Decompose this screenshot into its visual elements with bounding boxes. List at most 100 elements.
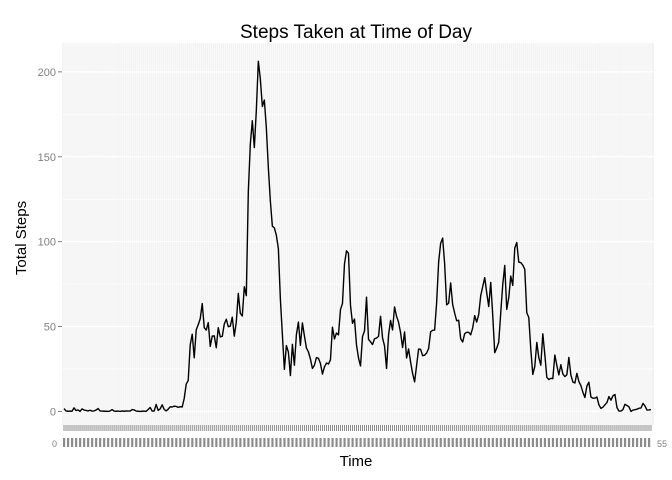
x-tick-label-glyph xyxy=(623,438,627,447)
x-tick-label-glyph xyxy=(279,438,282,447)
x-tick-label-glyph xyxy=(111,438,114,447)
x-tick-label-glyph xyxy=(539,438,543,447)
x-tick-label-glyph xyxy=(247,438,250,447)
x-tick-label-glyph xyxy=(431,438,434,447)
x-tick-label-glyph xyxy=(499,438,502,447)
x-tick-label-glyph xyxy=(591,438,595,447)
x-tick-label-glyph xyxy=(227,438,230,447)
x-tick-label-glyph xyxy=(467,438,470,447)
y-tick-label: 100 xyxy=(38,237,56,249)
x-tick-label-glyph xyxy=(571,438,575,447)
x-tick-label-glyph xyxy=(79,438,82,447)
x-tick-label-glyph xyxy=(479,438,482,447)
x-tick-label-glyph xyxy=(627,438,631,447)
x-tick-label-glyph xyxy=(143,438,146,447)
x-tick-label-glyph xyxy=(199,438,202,447)
x-tick-label-glyph xyxy=(251,438,254,447)
x-tick-label-glyph xyxy=(403,438,406,447)
x-tick-label-glyph xyxy=(531,438,534,447)
y-tick-label: 50 xyxy=(44,322,56,334)
x-tick-label-glyph xyxy=(391,438,394,447)
x-tick-label-glyph xyxy=(563,438,567,447)
x-tick-label-glyph xyxy=(127,438,130,447)
x-tick-label-glyph xyxy=(375,438,378,447)
x-tick-label-glyph xyxy=(475,438,478,447)
x-tick-label-glyph xyxy=(383,438,386,447)
x-tick-label-glyph xyxy=(503,438,506,447)
x-tick-label-glyph xyxy=(271,438,274,447)
x-tick-label-glyph xyxy=(607,438,611,447)
x-tick-label-glyph xyxy=(155,438,158,447)
x-tick-label-glyph xyxy=(495,438,498,447)
x-tick-label-glyph xyxy=(387,438,390,447)
x-tick-label-glyph xyxy=(359,438,362,447)
x-tick-label-glyph xyxy=(415,438,418,447)
x-tick-label-glyph xyxy=(427,438,430,447)
y-tick-label: 200 xyxy=(38,67,56,79)
x-tick-label-glyph xyxy=(223,438,226,447)
x-tick-label-glyph xyxy=(639,438,643,447)
x-tick-label-glyph xyxy=(447,438,450,447)
x-tick-label-glyph xyxy=(119,438,122,447)
x-tick-label-glyph xyxy=(115,438,118,447)
x-tick-label-glyph xyxy=(367,438,370,447)
x-tick-label-glyph xyxy=(351,438,354,447)
x-tick-label-glyph xyxy=(379,438,382,447)
x-tick-label-glyph xyxy=(231,438,234,447)
x-tick-label-glyph xyxy=(595,438,599,447)
x-tick-label-glyph xyxy=(515,438,518,447)
x-tick-label-glyph xyxy=(619,438,623,447)
x-tick-label-glyph xyxy=(103,438,106,447)
x-tick-label-glyph xyxy=(603,438,607,447)
x-tick-label-first: 0 xyxy=(52,439,57,449)
x-tick-label-glyph xyxy=(307,438,310,447)
x-tick-label-glyph xyxy=(371,438,374,447)
x-tick-label-glyph xyxy=(203,438,206,447)
x-tick-label-glyph xyxy=(263,438,266,447)
x-tick-label-glyph xyxy=(527,438,530,447)
x-tick-label-glyph xyxy=(299,438,302,447)
x-tick-label-glyph xyxy=(643,438,647,447)
x-tick-label-glyph xyxy=(331,438,334,447)
x-tick-label-glyph xyxy=(171,438,174,447)
x-tick-label-glyph xyxy=(287,438,290,447)
x-tick-label-glyph xyxy=(87,438,90,447)
x-tick-label-glyph xyxy=(327,438,330,447)
x-tick-label-glyph xyxy=(487,438,490,447)
x-tick-label-glyph xyxy=(587,438,591,447)
series-line xyxy=(63,60,652,413)
grid-lines xyxy=(62,43,654,425)
x-tick-label-glyph xyxy=(99,438,102,447)
x-tick-label-glyph xyxy=(91,438,94,447)
x-tick-label-glyph xyxy=(67,438,70,447)
plot-panel xyxy=(62,43,654,425)
x-tick-label-glyph xyxy=(471,438,474,447)
x-tick-label-glyph xyxy=(255,438,258,447)
x-tick-label-glyph xyxy=(395,438,398,447)
x-tick-label-glyph xyxy=(439,438,442,447)
x-tick-label-glyph xyxy=(167,438,170,447)
y-tick-label: 0 xyxy=(50,406,56,418)
x-tick-label-glyph xyxy=(599,438,603,447)
y-axis-ticks: 0 50 100 150 200 xyxy=(38,67,62,418)
x-tick-label-glyph xyxy=(647,438,651,447)
x-tick-label-glyph xyxy=(315,438,318,447)
x-tick-label-glyph xyxy=(139,438,142,447)
x-tick-label-glyph xyxy=(235,438,238,447)
x-tick-label-glyph xyxy=(191,438,194,447)
x-tick-label-glyph xyxy=(147,438,150,447)
x-tick-label-glyph xyxy=(443,438,446,447)
x-tick-label-glyph xyxy=(451,438,454,447)
x-axis-ticks: 0 55 xyxy=(52,425,667,449)
x-tick-label-glyph xyxy=(559,438,563,447)
x-tick-label-glyph xyxy=(291,438,294,447)
x-tick-label-glyph xyxy=(267,438,270,447)
x-tick-label-glyph xyxy=(507,438,510,447)
x-tick-label-glyph xyxy=(215,438,218,447)
x-tick-label-glyph xyxy=(583,438,587,447)
x-tick-label-glyph xyxy=(319,438,322,447)
x-tick-label-glyph xyxy=(83,438,86,447)
x-tick-label-glyph xyxy=(75,438,78,447)
x-tick-label-glyph xyxy=(219,438,222,447)
x-tick-label-glyph xyxy=(615,438,619,447)
